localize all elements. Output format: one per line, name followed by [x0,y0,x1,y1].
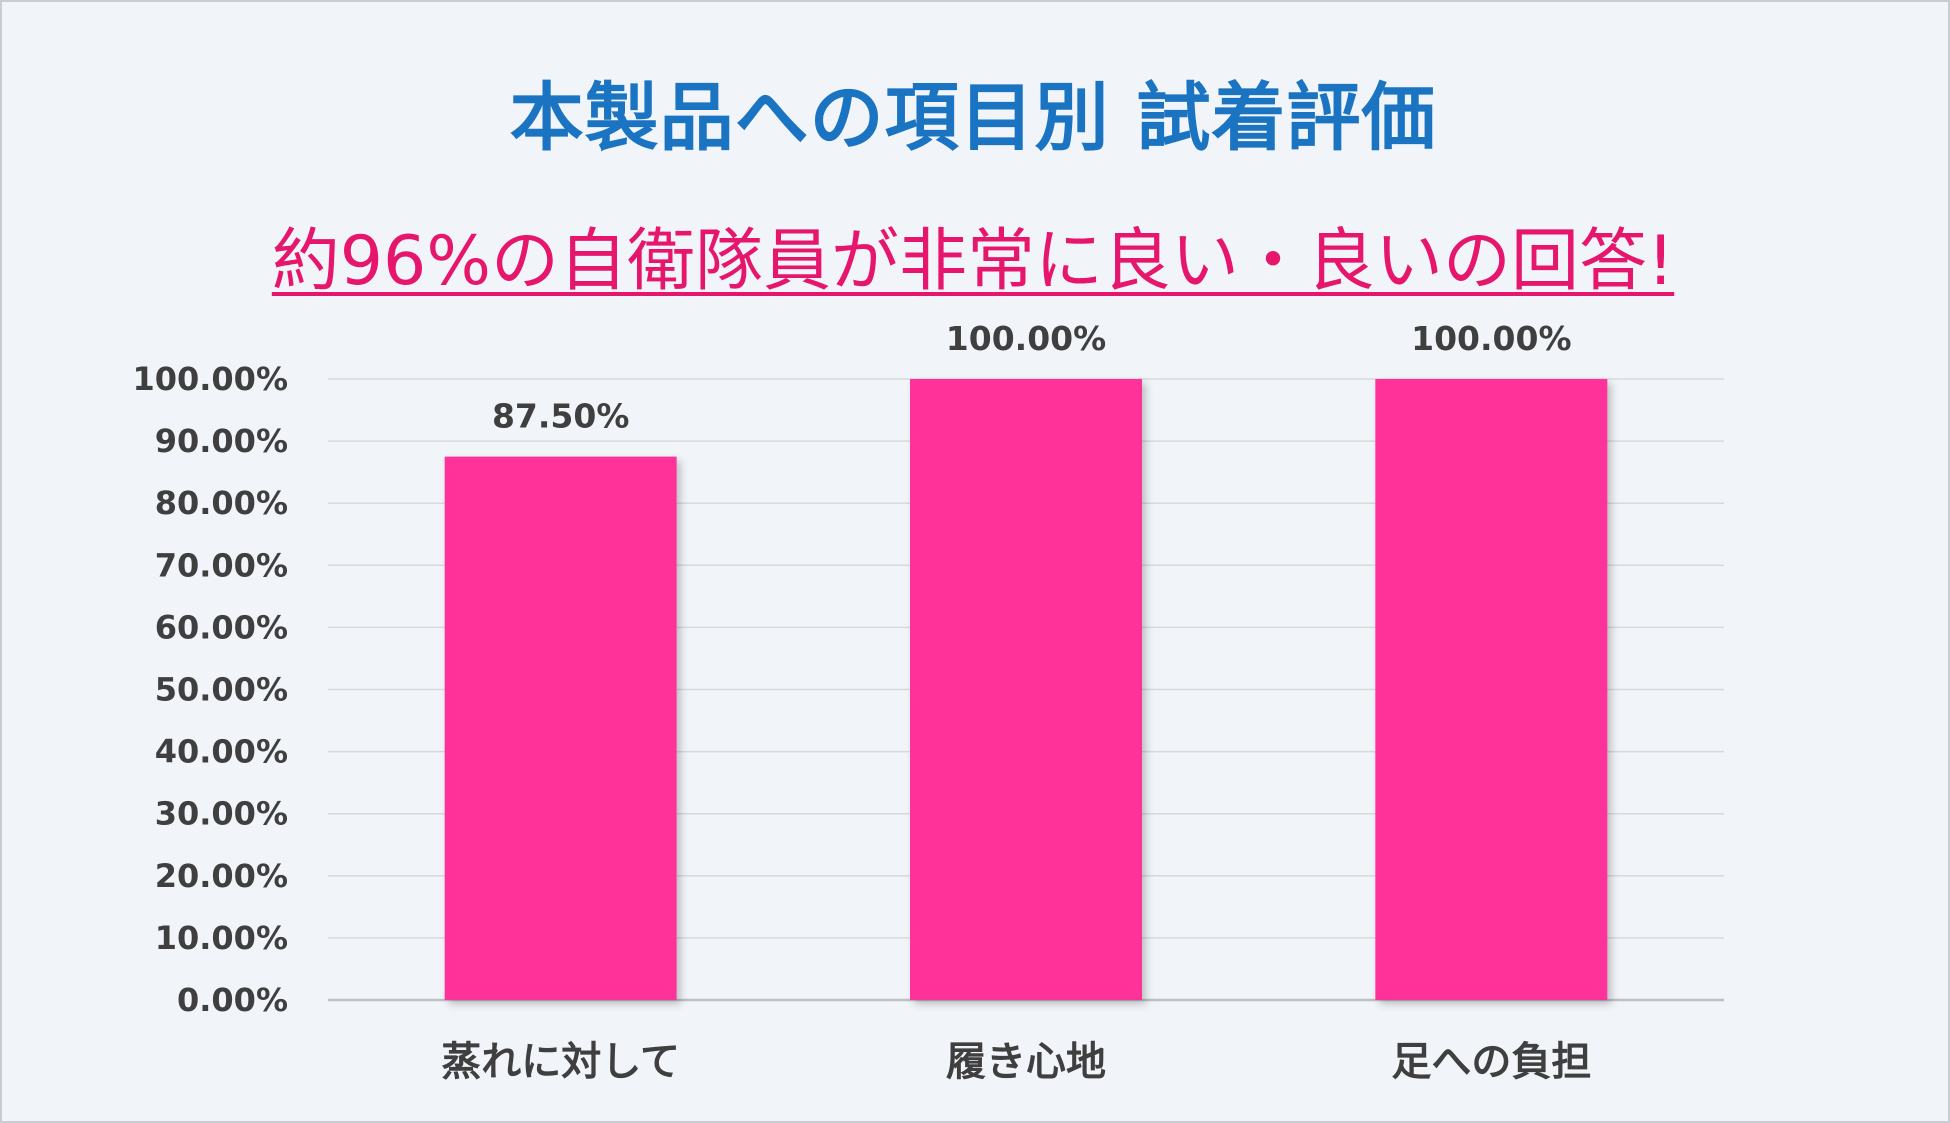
y-axis-tick-labels: 0.00% 10.00% 20.00% 30.00% 40.00% 50.00% 60.00… [132,360,288,1019]
bar [1375,379,1608,1000]
y-tick-label: 70.00% [155,546,288,584]
y-tick-label: 60.00% [155,608,288,646]
y-tick-label: 100.00% [132,360,288,398]
y-tick-label: 80.00% [155,484,288,522]
y-tick-label: 50.00% [155,671,288,709]
category-label: 履き心地 [946,1039,1106,1085]
y-tick-label: 90.00% [155,422,288,460]
chart-subtitle: 約96%の自衛隊員が非常に良い・良いの回答! [271,222,1675,301]
category-label: 蒸れに対して [441,1039,680,1085]
bars [444,379,1608,1000]
data-label: 100.00% [946,319,1106,358]
x-axis-category-labels: 蒸れに対して 履き心地 足への負担 [441,1039,1591,1085]
bar [910,379,1142,1000]
data-labels: 87.50% 100.00% 100.00% [492,319,1572,436]
category-label: 足への負担 [1391,1039,1591,1085]
bar [444,456,677,1000]
y-tick-label: 10.00% [155,919,288,957]
data-label: 100.00% [1411,319,1571,358]
y-tick-label: 0.00% [177,981,288,1019]
page-title: 本製品への項目別 試着評価 [509,75,1437,161]
y-tick-label: 40.00% [155,733,288,771]
y-tick-label: 30.00% [155,795,288,833]
y-tick-label: 20.00% [155,857,288,895]
data-label: 87.50% [492,397,629,436]
